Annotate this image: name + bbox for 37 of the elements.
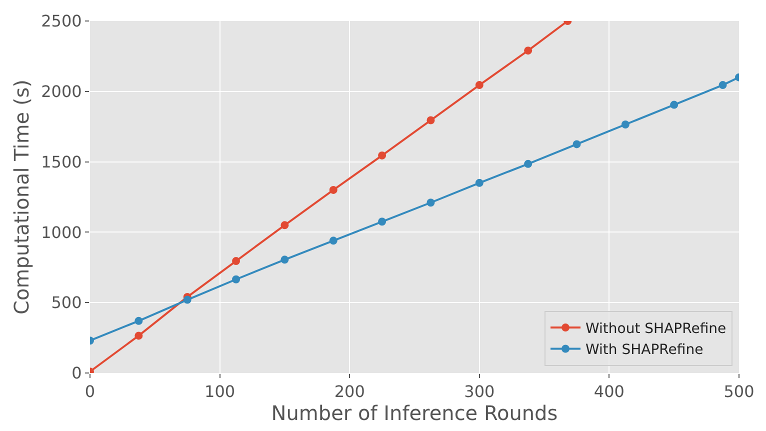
y-axis-title: Computational Time (s) <box>10 80 34 314</box>
point <box>426 116 435 124</box>
y-tick-label: 1500 <box>41 152 82 172</box>
point <box>524 46 532 55</box>
point <box>232 275 240 284</box>
point <box>134 332 143 340</box>
point <box>426 198 435 207</box>
point <box>524 160 532 168</box>
point <box>572 140 581 148</box>
x-tick-label: 500 <box>724 382 754 402</box>
y-tick-label: 1000 <box>41 222 82 242</box>
x-tick-label: 0 <box>84 382 96 402</box>
point <box>329 236 338 245</box>
x-tick-label: 300 <box>464 382 495 402</box>
point <box>183 296 192 304</box>
x-axis-title: Number of Inference Rounds <box>271 401 558 426</box>
point <box>134 316 143 325</box>
legend-label: With SHAPRefine <box>586 342 704 358</box>
y-tick-label: 0 <box>72 364 82 383</box>
point <box>232 257 240 266</box>
x-tick-label: 200 <box>334 382 365 402</box>
y-tick-label: 500 <box>51 293 82 312</box>
y-tick-label: 2000 <box>41 82 82 101</box>
legend-label: Without SHAPRefine <box>586 321 726 338</box>
point <box>475 81 484 90</box>
x-tick-label: 100 <box>204 382 236 402</box>
point <box>280 256 289 264</box>
point <box>280 221 289 230</box>
x-tick-label: 400 <box>594 382 624 402</box>
point <box>378 218 386 226</box>
point <box>718 81 727 90</box>
point <box>621 120 630 128</box>
point <box>378 151 386 160</box>
point <box>475 178 484 187</box>
y-tick-label: 2500 <box>41 12 82 31</box>
point <box>329 186 338 194</box>
point <box>670 100 678 109</box>
